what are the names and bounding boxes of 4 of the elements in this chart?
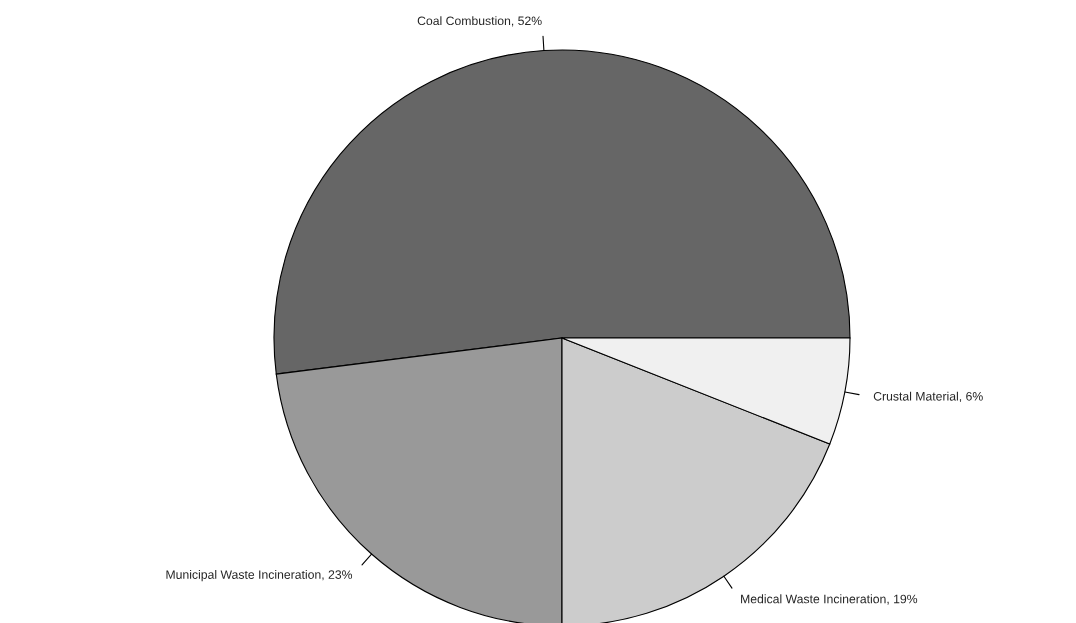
slice-label: Medical Waste Incineration, 19% — [741, 594, 918, 605]
legend-label: Crustal Material, 6% — [873, 391, 983, 403]
slice-label: Municipal Waste Incineration, 23% — [166, 569, 353, 582]
slice-label: Coal Combustion, 52% — [417, 16, 542, 27]
